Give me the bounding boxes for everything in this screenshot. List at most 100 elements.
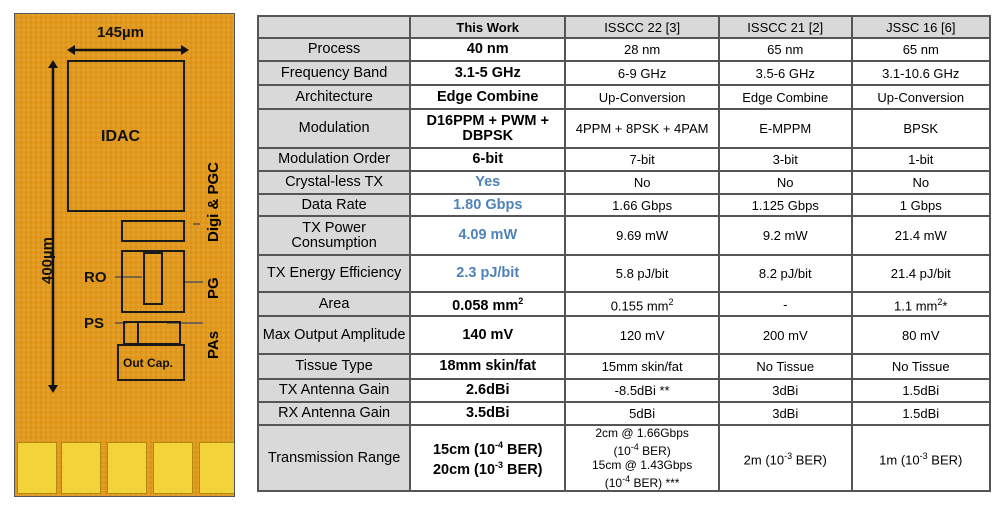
cell-text: DBPSK [462,127,514,144]
ps-label: PS [84,315,105,332]
cell-text: D16PPM + PWM + [426,112,549,129]
cell-text: 3dBi [772,406,799,421]
cell-text: BPSK [903,121,939,136]
cell-text: * [942,298,948,314]
block-pg [121,250,185,313]
table-row: Max Output Amplitude 140 mV 120 mV 200 mV 80… [256,315,992,355]
this-work-cell: 3.5dBi [409,401,567,426]
reference-cell: Up-Conversion [850,84,992,110]
reference-cell: 200 mV [717,315,853,355]
reference-cell: 2cm @ 1.66Gbps (10-4 BER) 15cm @ 1.43Gbps(… [564,424,720,492]
table-row: Modulation D16PPM + PWM + DBPSK 4PPM + 8PSK… [256,108,992,149]
row-label: Process [256,37,412,62]
cell-text: No [776,175,794,190]
reference-cell: -8.5dBi ** [564,378,720,403]
bond-pad [107,442,147,494]
cell-text: Up-Conversion [877,89,965,105]
cell-text: 140 mV [462,326,514,343]
bond-pad [17,442,57,494]
cell-text: - [783,296,788,312]
reference-cell: 1-bit [850,147,992,172]
cell-text: 6-bit [472,151,504,167]
cell-text: 18mm skin/fat [439,358,537,374]
reference-cell: 5.8 pJ/bit [564,254,720,293]
comparison-table: This Work ISSCC 22 [3] ISSCC 21 [2] JSSC 16… [256,15,992,492]
cell-text: (10 [604,476,623,490]
reference-cell: 1.125 Gbps [717,193,853,217]
reference-cell: 5dBi [564,401,720,426]
reference-cell: 1m (10-3 BER) [850,424,992,492]
superscript: -3 [784,450,793,461]
superscript: -3 [919,450,928,461]
cell-text: 3dBi [772,383,799,398]
reference-cell: 3-bit [717,147,853,172]
cell-text: 1.5dBi [902,383,940,398]
column-header [256,15,412,39]
cell-text: 1.66 Gbps [612,197,673,213]
cell-text: 65 nm [902,42,939,57]
table-row: Area 0.058 mm2 0.155 mm2-1.1 mm2* [256,291,992,317]
cell-text: Edge Combine [742,89,829,105]
column-header: JSSC 16 [6] [850,15,992,39]
table-row: Data Rate 1.80 Gbps 1.66 Gbps 1.125 Gbps 1 G… [256,193,992,217]
table-row: Modulation Order 6-bit 7-bit 3-bit 1-bit [256,147,992,172]
reference-cell: 1.1 mm2* [850,291,992,317]
cell-text: 15cm (10 [432,442,496,458]
row-label: TX Power Consumption [256,215,412,256]
superscript: -4 [630,442,639,452]
cell-text: 80 mV [901,327,940,343]
cell-text: 8.2 pJ/bit [758,266,812,281]
cell-text: 6-9 GHz [617,65,667,81]
reference-cell: 28 nm [564,37,720,62]
reference-cell: 3.1-10.6 GHz [850,60,992,86]
this-work-cell: 4.09 mW [409,215,567,256]
row-label: Frequency Band [256,60,412,86]
cell-text: 3.1-5 GHz [454,64,521,81]
row-label: TX Energy Efficiency [256,254,412,293]
cell-text: 0.058 mm [452,297,519,314]
cell-text: 2cm @ 1.66Gbps [595,426,689,440]
reference-cell: 6-9 GHz [564,60,720,86]
reference-cell: - [717,291,853,317]
bond-pad [61,442,101,494]
reference-cell: 0.155 mm2 [564,291,720,317]
cell-text: 7-bit [629,152,655,167]
this-work-cell: 0.058 mm2 [409,291,567,317]
cell-text: 2.6dBi [465,382,510,398]
this-work-cell: 2.3 pJ/bit [409,254,567,293]
superscript: 2 [668,296,674,307]
reference-cell: 9.69 mW [564,215,720,256]
reference-cell: 120 mV [564,315,720,355]
block-digi [121,220,185,242]
cell-text: 9.69 mW [616,228,669,243]
cell-text: No [633,175,651,190]
row-label: TX Antenna Gain [256,378,412,403]
cell-text: 1.5dBi [902,406,940,421]
reference-cell: 3dBi [717,401,853,426]
row-label: RX Antenna Gain [256,401,412,426]
block-out-cap: Out Cap. [117,344,185,381]
superscript: -3 [495,460,504,470]
cell-text: BER) *** [630,476,680,490]
cell-text: 21.4 pJ/bit [890,266,951,281]
block-pas [137,321,181,345]
table-row: RX Antenna Gain 3.5dBi 5dBi 3dBi 1.5dBi [256,401,992,426]
width-label: 145µm [97,24,145,41]
cell-text: 4PPM + 8PSK + 4PAM [575,121,709,136]
row-label: Data Rate [256,193,412,217]
reference-cell: 1 Gbps [850,193,992,217]
cell-text: 9.2 mW [762,228,808,243]
table-row: Transmission Range 15cm (10-4 BER) 20cm (1… [256,424,992,492]
dimension-arrows-icon [48,45,203,393]
reference-cell: 1.5dBi [850,401,992,426]
chip-micrograph: 145µm 400µm IDAC Out Cap. RO PS Digi & P… [14,13,235,497]
cell-text: (10 [613,444,631,458]
this-work-cell: 18mm skin/fat [409,353,567,380]
cell-text: 5dBi [629,406,656,421]
cell-text: E-MPPM [759,121,812,136]
cell-text: 3.5-6 GHz [755,65,815,81]
cell-text: Up-Conversion [598,89,686,105]
reference-cell: No [717,170,853,195]
reference-cell: 3dBi [717,378,853,403]
reference-cell: 4PPM + 8PSK + 4PAM [564,108,720,149]
